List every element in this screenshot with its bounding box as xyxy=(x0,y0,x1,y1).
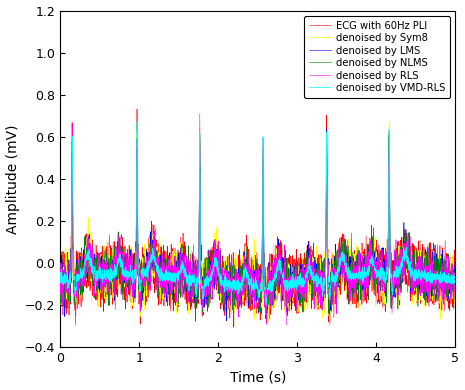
denoised by LMS xyxy=(396,273,401,277)
denoised by RLS xyxy=(452,288,458,293)
ECG with 60Hz PLI xyxy=(452,261,458,266)
denoised by NLMS xyxy=(211,241,217,246)
ECG with 60Hz PLI xyxy=(396,286,401,291)
denoised by Sym8 xyxy=(452,280,458,285)
denoised by VMD-RLS xyxy=(411,273,416,278)
denoised by Sym8 xyxy=(66,280,71,285)
ECG with 60Hz PLI xyxy=(58,265,63,270)
ECG with 60Hz PLI xyxy=(231,325,237,330)
denoised by LMS xyxy=(66,288,71,292)
denoised by LMS xyxy=(324,127,330,132)
Line: ECG with 60Hz PLI: ECG with 60Hz PLI xyxy=(60,109,455,327)
denoised by NLMS xyxy=(452,296,458,301)
denoised by RLS xyxy=(197,112,203,116)
denoised by LMS xyxy=(58,278,63,283)
denoised by RLS xyxy=(278,268,284,273)
Legend: ECG with 60Hz PLI, denoised by Sym8, denoised by LMS, denoised by NLMS, denoised: ECG with 60Hz PLI, denoised by Sym8, den… xyxy=(304,16,451,98)
denoised by LMS xyxy=(224,319,229,323)
denoised by NLMS xyxy=(193,319,198,324)
X-axis label: Time (s): Time (s) xyxy=(230,370,286,385)
denoised by VMD-RLS xyxy=(396,269,401,274)
ECG with 60Hz PLI xyxy=(411,250,416,255)
Y-axis label: Amplitude (mV): Amplitude (mV) xyxy=(6,124,20,234)
denoised by LMS xyxy=(278,282,284,287)
ECG with 60Hz PLI xyxy=(66,257,71,262)
denoised by Sym8 xyxy=(266,319,272,324)
Line: denoised by NLMS: denoised by NLMS xyxy=(60,135,455,321)
ECG with 60Hz PLI xyxy=(134,107,140,112)
denoised by VMD-RLS xyxy=(134,120,140,124)
Line: denoised by LMS: denoised by LMS xyxy=(60,129,455,321)
ECG with 60Hz PLI xyxy=(211,273,217,278)
denoised by Sym8 xyxy=(211,273,216,278)
denoised by Sym8 xyxy=(386,120,392,124)
denoised by LMS xyxy=(211,268,216,273)
denoised by RLS xyxy=(58,274,63,278)
denoised by RLS xyxy=(411,275,416,280)
denoised by VMD-RLS xyxy=(211,267,217,271)
denoised by Sym8 xyxy=(396,287,401,292)
denoised by VMD-RLS xyxy=(58,274,63,278)
denoised by Sym8 xyxy=(411,266,416,270)
denoised by NLMS xyxy=(386,133,392,137)
denoised by RLS xyxy=(66,293,71,298)
denoised by NLMS xyxy=(411,280,416,284)
denoised by NLMS xyxy=(278,268,284,273)
denoised by VMD-RLS xyxy=(263,303,269,308)
ECG with 60Hz PLI xyxy=(278,299,284,304)
denoised by Sym8 xyxy=(379,261,385,266)
denoised by VMD-RLS xyxy=(379,273,385,277)
denoised by NLMS xyxy=(58,289,63,293)
denoised by Sym8 xyxy=(58,274,63,278)
denoised by RLS xyxy=(396,273,401,278)
denoised by RLS xyxy=(284,323,289,327)
denoised by Sym8 xyxy=(278,267,284,272)
Line: denoised by RLS: denoised by RLS xyxy=(60,114,455,325)
ECG with 60Hz PLI xyxy=(379,283,385,288)
denoised by RLS xyxy=(379,271,385,276)
denoised by LMS xyxy=(411,274,416,278)
Line: denoised by VMD-RLS: denoised by VMD-RLS xyxy=(60,122,455,305)
denoised by NLMS xyxy=(396,276,401,281)
denoised by LMS xyxy=(379,287,385,291)
denoised by VMD-RLS xyxy=(278,271,284,275)
denoised by RLS xyxy=(211,270,217,275)
denoised by NLMS xyxy=(66,284,71,289)
Line: denoised by Sym8: denoised by Sym8 xyxy=(60,122,455,321)
denoised by VMD-RLS xyxy=(66,280,71,285)
denoised by NLMS xyxy=(379,269,385,274)
denoised by VMD-RLS xyxy=(452,278,458,283)
denoised by LMS xyxy=(452,264,458,269)
